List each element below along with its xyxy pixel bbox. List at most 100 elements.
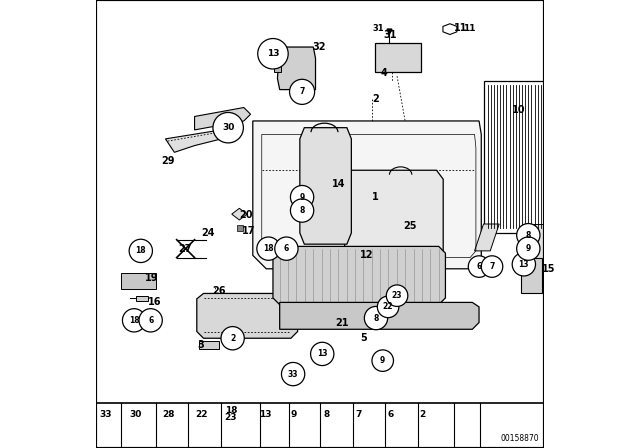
- Circle shape: [257, 237, 280, 260]
- Text: 9: 9: [380, 356, 385, 365]
- Polygon shape: [196, 293, 298, 338]
- Circle shape: [516, 224, 540, 247]
- Bar: [96, 403, 544, 448]
- Text: 8: 8: [323, 410, 330, 419]
- Text: 7: 7: [490, 262, 495, 271]
- Text: 6: 6: [284, 244, 289, 253]
- Text: 30: 30: [129, 410, 142, 419]
- Polygon shape: [344, 170, 443, 269]
- Polygon shape: [522, 224, 544, 260]
- Text: 18: 18: [136, 246, 146, 255]
- Text: 28: 28: [163, 410, 175, 419]
- Text: 15: 15: [541, 264, 556, 274]
- Polygon shape: [375, 43, 421, 72]
- Text: 33: 33: [288, 370, 298, 379]
- Text: 23: 23: [392, 291, 403, 300]
- Text: 13: 13: [518, 260, 529, 269]
- Text: 2: 2: [230, 334, 236, 343]
- Text: 10: 10: [512, 105, 525, 115]
- Text: 13: 13: [317, 349, 328, 358]
- Circle shape: [122, 309, 146, 332]
- Circle shape: [378, 296, 399, 318]
- Text: 23: 23: [225, 413, 237, 422]
- Circle shape: [258, 39, 288, 69]
- Circle shape: [387, 285, 408, 306]
- Text: 6: 6: [476, 262, 482, 271]
- Text: 8: 8: [525, 231, 531, 240]
- Circle shape: [213, 112, 243, 143]
- Text: 21: 21: [335, 318, 349, 327]
- Polygon shape: [347, 188, 401, 224]
- Polygon shape: [165, 128, 239, 152]
- Circle shape: [282, 362, 305, 386]
- Text: 27: 27: [178, 244, 191, 254]
- Polygon shape: [195, 108, 250, 130]
- Text: 1: 1: [372, 192, 379, 202]
- Polygon shape: [232, 208, 247, 220]
- Text: 19: 19: [145, 273, 159, 283]
- Text: 9: 9: [300, 193, 305, 202]
- Text: 00158870: 00158870: [501, 434, 540, 443]
- Text: 8: 8: [373, 314, 379, 323]
- Text: 12: 12: [360, 250, 374, 260]
- Circle shape: [291, 199, 314, 222]
- Circle shape: [364, 306, 388, 330]
- Text: 6: 6: [387, 410, 394, 419]
- Circle shape: [139, 309, 163, 332]
- Polygon shape: [443, 24, 457, 34]
- Text: 8: 8: [300, 206, 305, 215]
- Text: 17: 17: [241, 226, 255, 236]
- Polygon shape: [300, 128, 351, 244]
- Text: 6: 6: [148, 316, 154, 325]
- Text: 2: 2: [419, 410, 426, 419]
- Text: 7: 7: [355, 410, 362, 419]
- Polygon shape: [199, 341, 219, 349]
- Circle shape: [221, 327, 244, 350]
- Text: 18: 18: [225, 406, 237, 415]
- Text: 3: 3: [198, 340, 204, 350]
- Circle shape: [516, 237, 540, 260]
- Text: 30: 30: [222, 123, 234, 132]
- Circle shape: [289, 79, 315, 104]
- Polygon shape: [273, 246, 445, 305]
- Text: 22: 22: [383, 302, 394, 311]
- Polygon shape: [275, 60, 281, 72]
- Text: 16: 16: [147, 297, 161, 307]
- Text: 11: 11: [454, 23, 468, 33]
- Circle shape: [291, 185, 314, 209]
- Circle shape: [481, 256, 503, 277]
- Text: 32: 32: [312, 42, 326, 52]
- Text: 14: 14: [332, 179, 345, 189]
- Text: 18: 18: [263, 244, 274, 253]
- Text: 24: 24: [201, 228, 215, 238]
- Polygon shape: [136, 296, 147, 301]
- Text: 18: 18: [129, 316, 140, 325]
- Text: 5: 5: [360, 333, 367, 343]
- Circle shape: [512, 253, 536, 276]
- Circle shape: [468, 256, 490, 277]
- Text: 11: 11: [463, 24, 476, 33]
- Circle shape: [310, 342, 334, 366]
- Text: 2: 2: [372, 94, 379, 103]
- Circle shape: [372, 350, 394, 371]
- Polygon shape: [253, 121, 481, 269]
- Text: 7: 7: [300, 87, 305, 96]
- Polygon shape: [120, 273, 156, 289]
- Text: 9: 9: [525, 244, 531, 253]
- Text: 25: 25: [403, 221, 417, 231]
- Text: 26: 26: [212, 286, 226, 296]
- Polygon shape: [521, 258, 541, 293]
- Text: 31: 31: [372, 24, 383, 33]
- Circle shape: [129, 239, 152, 263]
- Text: 13: 13: [260, 410, 272, 419]
- Circle shape: [275, 237, 298, 260]
- Text: 9: 9: [291, 410, 297, 419]
- Text: 31: 31: [383, 30, 397, 40]
- Polygon shape: [474, 224, 499, 251]
- Text: 13: 13: [267, 49, 279, 58]
- Text: 29: 29: [161, 156, 175, 166]
- Text: 22: 22: [195, 410, 208, 419]
- Text: 33: 33: [100, 410, 112, 419]
- Polygon shape: [277, 47, 316, 90]
- Polygon shape: [280, 302, 479, 329]
